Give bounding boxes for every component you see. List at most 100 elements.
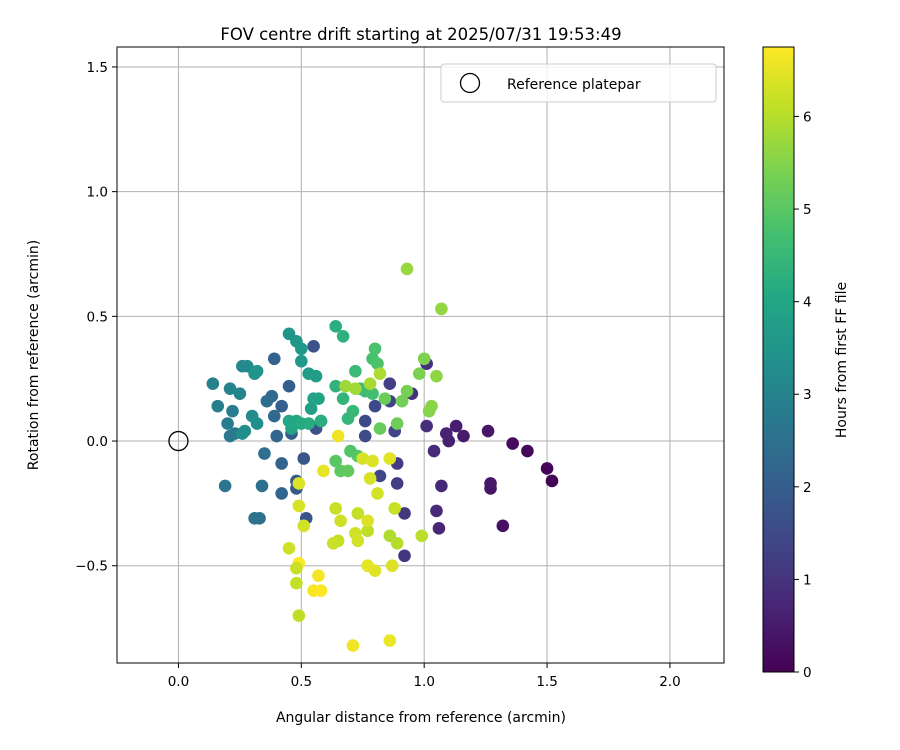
data-point xyxy=(356,452,370,465)
x-tick-label: 2.0 xyxy=(659,674,680,690)
data-point xyxy=(275,457,288,470)
data-point xyxy=(484,477,497,490)
y-tick-label: 0.5 xyxy=(87,309,108,325)
data-point xyxy=(282,541,296,555)
reference-marker-group xyxy=(168,430,189,452)
legend: Reference platepar xyxy=(440,63,717,103)
data-point xyxy=(309,369,323,383)
x-axis-ticks: 0.0 0.5 1.0 1.5 2.0 xyxy=(168,663,681,690)
data-point xyxy=(349,382,362,395)
colorbar-tick-label: 5 xyxy=(803,202,812,218)
data-point xyxy=(390,536,404,550)
data-point xyxy=(432,522,446,535)
data-point xyxy=(329,379,343,393)
data-point xyxy=(206,377,220,390)
data-point xyxy=(275,487,288,500)
x-tick-label: 1.0 xyxy=(413,674,434,690)
data-point xyxy=(371,357,384,371)
data-point xyxy=(317,464,330,478)
data-point xyxy=(329,502,343,515)
y-tick-label: 1.5 xyxy=(87,60,108,76)
data-point xyxy=(329,454,343,468)
data-point xyxy=(361,559,374,573)
data-point xyxy=(290,576,303,590)
data-point xyxy=(248,512,261,525)
colorbar-tick-label: 6 xyxy=(803,109,812,125)
y-axis-ticks: −0.5 0.0 0.5 1.0 1.5 xyxy=(75,60,117,575)
data-point xyxy=(292,477,306,490)
data-point xyxy=(223,382,237,395)
data-point xyxy=(390,477,404,490)
data-point xyxy=(302,417,315,430)
data-point xyxy=(373,469,387,483)
data-point xyxy=(297,519,311,533)
data-point xyxy=(361,524,374,538)
data-point xyxy=(430,504,443,518)
data-point xyxy=(295,354,308,368)
x-tick-label: 0.0 xyxy=(168,674,189,690)
data-point xyxy=(275,399,288,413)
data-point xyxy=(378,392,392,405)
data-point xyxy=(545,474,559,488)
data-point xyxy=(334,514,347,528)
data-point xyxy=(250,364,264,378)
data-point xyxy=(398,549,411,563)
legend-entry: Reference platepar xyxy=(507,77,641,93)
y-tick-label: −0.5 xyxy=(75,559,108,575)
data-points xyxy=(206,262,559,652)
data-point xyxy=(336,392,350,405)
data-point xyxy=(368,342,382,356)
colorbar: 0 1 2 3 4 5 6 Hours from first FF file xyxy=(762,46,850,681)
data-point xyxy=(368,399,382,413)
data-point xyxy=(351,534,365,548)
data-point xyxy=(358,429,372,443)
data-point xyxy=(521,444,534,458)
data-point xyxy=(366,454,379,468)
data-point xyxy=(481,424,495,438)
data-point xyxy=(435,302,448,316)
data-point xyxy=(314,584,328,597)
x-tick-label: 0.5 xyxy=(291,674,312,690)
data-point xyxy=(270,429,284,443)
data-point xyxy=(326,536,340,550)
colorbar-tick-label: 4 xyxy=(803,295,812,311)
colorbar-gradient xyxy=(762,46,795,673)
reference-marker xyxy=(168,430,189,452)
data-point xyxy=(449,419,463,433)
data-point xyxy=(390,417,404,430)
data-point xyxy=(383,452,397,465)
data-point xyxy=(385,559,399,573)
data-point xyxy=(371,487,384,500)
data-point xyxy=(430,369,443,383)
y-axis-label: Rotation from reference (arcmin) xyxy=(26,240,42,470)
legend-box xyxy=(440,63,717,103)
data-point xyxy=(233,387,247,400)
data-point xyxy=(218,479,232,493)
data-point xyxy=(341,464,355,478)
colorbar-tick-label: 2 xyxy=(803,480,812,496)
data-point xyxy=(255,479,269,493)
data-point xyxy=(314,414,328,428)
data-point xyxy=(440,427,453,440)
data-point xyxy=(304,402,318,415)
data-point xyxy=(427,444,441,458)
data-point xyxy=(221,417,234,430)
data-point xyxy=(383,634,397,647)
data-point xyxy=(400,262,414,276)
data-point xyxy=(373,422,387,435)
data-point xyxy=(331,429,345,443)
data-point xyxy=(395,394,409,408)
x-axis-label: Angular distance from reference (arcmin) xyxy=(276,710,566,726)
data-point xyxy=(292,499,306,513)
data-point xyxy=(258,447,271,460)
colorbar-tick-label: 0 xyxy=(803,665,812,681)
colorbar-tick-label: 3 xyxy=(803,387,812,403)
data-point xyxy=(496,519,510,533)
data-point xyxy=(290,561,303,575)
data-point xyxy=(329,320,343,333)
data-point xyxy=(417,352,431,366)
colorbar-tick-label: 1 xyxy=(803,572,812,588)
data-point xyxy=(336,329,350,343)
data-point xyxy=(363,377,377,390)
